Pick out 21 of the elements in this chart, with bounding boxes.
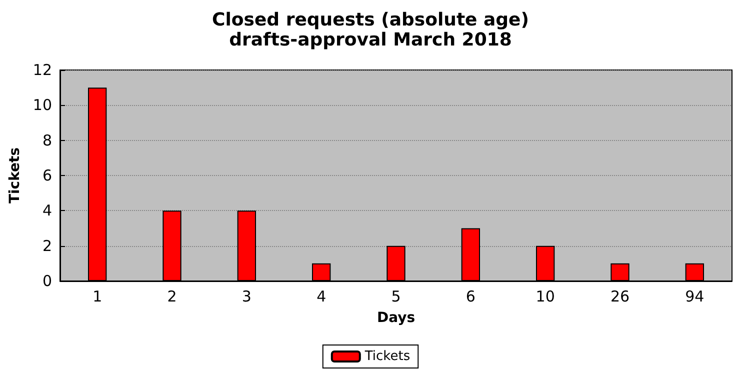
x-tick-label: 4 [316, 288, 326, 306]
x-tick-label: 5 [391, 288, 401, 306]
chart-subtitle: drafts-approval March 2018 [229, 30, 512, 50]
x-tick-label: 6 [466, 288, 476, 306]
y-tick-label: 6 [42, 166, 52, 184]
y-axis-title: Tickets [7, 147, 23, 204]
x-axis-title: Days [376, 310, 416, 326]
chart-title: Closed requests (absolute age) [212, 10, 529, 30]
y-tick-label: 10 [32, 96, 52, 114]
x-tick-label: 3 [242, 288, 252, 306]
x-tick-label: 94 [685, 288, 704, 306]
x-tick-label: 2 [167, 288, 177, 306]
y-tick-label: 4 [42, 202, 52, 220]
y-tick-label: 8 [42, 131, 52, 150]
x-tick-label: 10 [536, 288, 555, 306]
y-tick-label: 2 [42, 236, 52, 255]
y-tick-label: 0 [42, 272, 52, 290]
y-tick-label: 12 [32, 61, 52, 79]
x-tick-label: 1 [92, 288, 102, 306]
x-tick-label: 26 [610, 288, 630, 306]
legend-label: Tickets [364, 349, 410, 364]
